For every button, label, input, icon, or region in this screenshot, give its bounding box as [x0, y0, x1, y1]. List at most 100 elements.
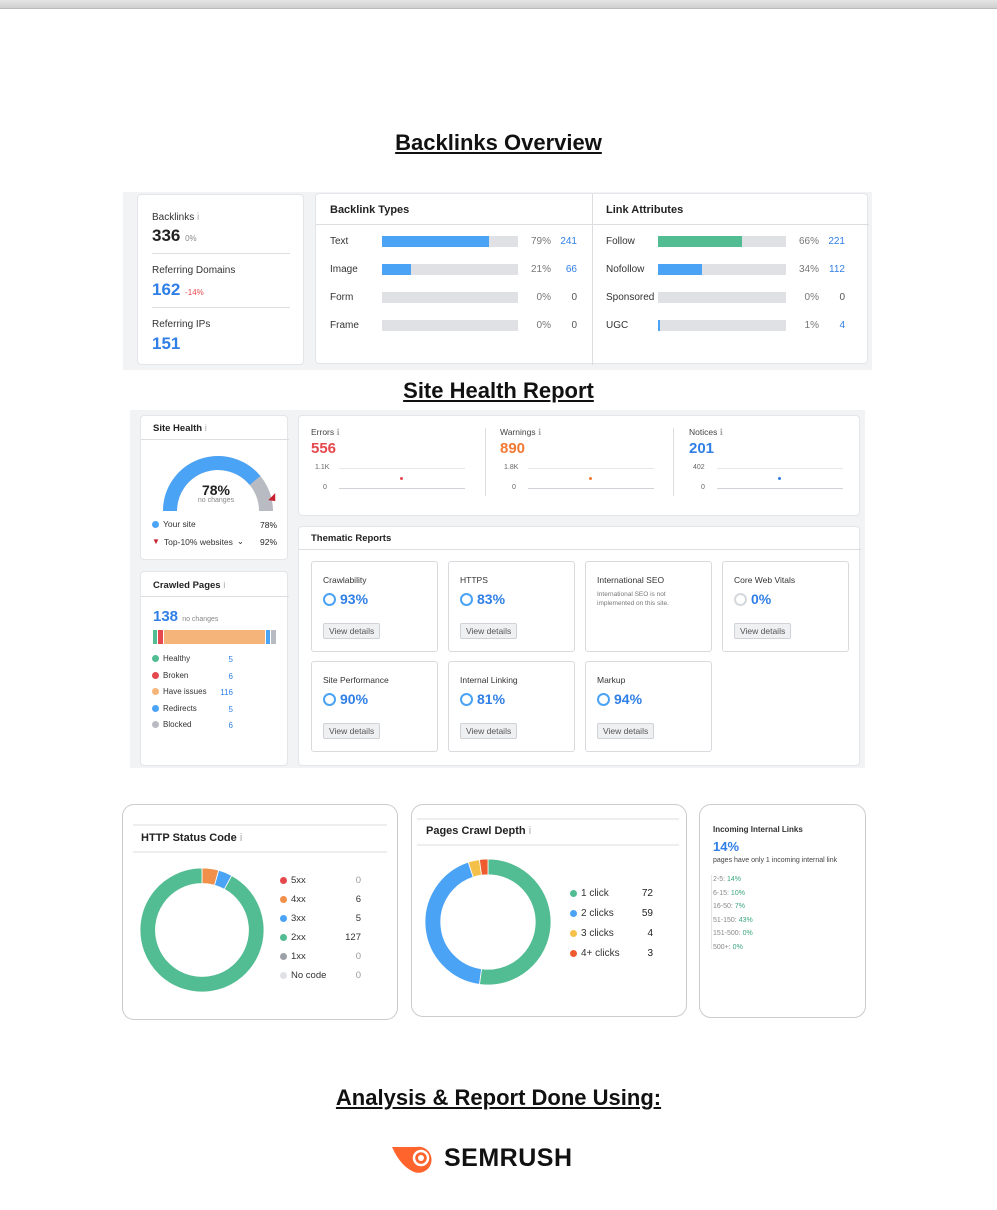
- progress-ring-icon: [460, 592, 473, 606]
- progress-ring-icon: [323, 592, 336, 606]
- tile-title: Site Performance: [323, 675, 389, 685]
- tile-title: Crawlability: [323, 575, 367, 585]
- backlinks-label: Backlinks i: [152, 212, 200, 223]
- tile-note: International SEO is not implemented on …: [597, 591, 669, 608]
- issue-axis-max: 1.1K: [315, 464, 330, 471]
- types-count[interactable]: 0: [571, 292, 577, 303]
- types-count[interactable]: 66: [565, 264, 577, 275]
- tile-value: 90%: [323, 691, 368, 707]
- view-details-button[interactable]: View details: [460, 623, 518, 639]
- view-details-button[interactable]: View details: [734, 623, 792, 639]
- crawled-segment-have-issues: [164, 630, 265, 644]
- crawled-legend-value[interactable]: 6: [228, 721, 233, 730]
- crawled-legend-value[interactable]: 116: [220, 688, 233, 697]
- crawled-legend-value[interactable]: 5: [228, 704, 233, 714]
- info-icon: i: [223, 580, 226, 591]
- thematic-tile: Site Performance 90% View details: [311, 661, 438, 752]
- depth-legend-item[interactable]: 3 clicks: [570, 928, 614, 939]
- view-details-button[interactable]: View details: [460, 723, 518, 739]
- info-icon: ℹ: [537, 427, 542, 437]
- crawled-legend-item[interactable]: Redirects: [152, 704, 197, 713]
- attributes-bar: [658, 292, 786, 303]
- donut-slice-1-click[interactable]: [478, 859, 551, 985]
- types-count[interactable]: 241: [560, 236, 577, 247]
- issue-label: Notices ℹ: [689, 427, 723, 437]
- crawled-legend-item[interactable]: Blocked: [152, 720, 191, 729]
- view-details-button[interactable]: View details: [323, 623, 381, 639]
- semrush-flame-icon: [392, 1146, 432, 1173]
- issue-value[interactable]: 890: [500, 440, 526, 457]
- types-row-label: Image: [330, 264, 358, 275]
- http-legend-item[interactable]: 1xx: [280, 951, 306, 962]
- http-legend-value: 0: [355, 875, 361, 886]
- types-percent: 79%: [530, 236, 551, 247]
- types-count[interactable]: 0: [571, 320, 577, 331]
- backlinks-summary-card: Backlinks i 336 0% Referring Domains 162…: [137, 194, 304, 365]
- thematic-tile: Internal Linking 81% View details: [448, 661, 575, 752]
- crawled-segment-healthy: [153, 630, 158, 644]
- view-details-button[interactable]: View details: [597, 723, 655, 739]
- info-icon: i: [197, 212, 200, 223]
- issue-value[interactable]: 201: [689, 440, 715, 457]
- thematic-tile: Crawlability 93% View details: [311, 561, 438, 652]
- tile-value: 93%: [323, 591, 368, 607]
- tile-value: 94%: [597, 691, 642, 707]
- incoming-row: 2-5: 14%: [713, 876, 742, 883]
- crawl-depth-donut: [425, 859, 551, 985]
- tile-title: International SEO: [597, 575, 665, 585]
- types-bar: [382, 292, 518, 303]
- crawled-legend-value[interactable]: 5: [228, 655, 233, 664]
- progress-ring-icon: [460, 692, 473, 706]
- types-percent: 21%: [530, 264, 551, 275]
- http-legend-item[interactable]: No code: [280, 970, 326, 981]
- http-legend-item[interactable]: 4xx: [280, 894, 306, 905]
- site-health-card: Site Health i 78% no changes Your site 7…: [140, 415, 289, 560]
- incoming-links-title: Incoming Internal Links: [713, 825, 803, 834]
- issue-trend-point: [589, 477, 592, 480]
- attributes-count[interactable]: 112: [829, 264, 845, 275]
- http-legend-value: 5: [355, 913, 361, 924]
- view-details-button[interactable]: View details: [323, 723, 381, 739]
- site-health-card-title: Site Health i: [153, 423, 207, 434]
- types-bar: [382, 264, 518, 275]
- referring-domains-label: Referring Domains: [152, 265, 236, 276]
- attributes-count[interactable]: 221: [828, 236, 845, 247]
- referring-domains-value: 162 -14%: [152, 280, 204, 299]
- attributes-count[interactable]: 4: [839, 320, 845, 331]
- donut-slice-4-clicks[interactable]: [478, 859, 489, 876]
- donut-slice-2-clicks[interactable]: [425, 861, 483, 985]
- issue-value[interactable]: 556: [311, 440, 337, 457]
- incoming-links-sub: pages have only 1 incoming internal link: [713, 857, 838, 864]
- incoming-links-value: 14%: [713, 839, 740, 854]
- attributes-percent: 66%: [798, 236, 819, 247]
- depth-legend-value: 3: [647, 948, 653, 959]
- issue-trend-point: [400, 477, 403, 480]
- attributes-bar: [658, 320, 786, 331]
- referring-ips-label: Referring IPs: [152, 319, 211, 330]
- top10-value: 92%: [259, 537, 277, 547]
- backlink-types-card: Backlink Types Link Attributes Text 79% 24…: [315, 193, 869, 365]
- http-legend-value: 0: [355, 970, 361, 981]
- crawled-legend-value[interactable]: 6: [228, 671, 233, 681]
- crawled-legend-item[interactable]: Have issues: [152, 687, 207, 696]
- crawled-pages-card: Crawled Pages i 138 no changes Healthy 5 B…: [140, 571, 289, 766]
- crawl-depth-card: Pages Crawl Depth i 1 click 72 2 clicks 59 3…: [411, 804, 687, 1017]
- crawl-depth-title: Pages Crawl Depth i: [426, 825, 532, 837]
- http-legend-item[interactable]: 5xx: [280, 875, 306, 886]
- depth-legend-item[interactable]: 2 clicks: [570, 908, 614, 919]
- http-legend-item[interactable]: 3xx: [280, 913, 306, 924]
- thematic-tile: Core Web Vitals 0% View details: [722, 561, 849, 652]
- legend-top10-dropdown[interactable]: ▼ Top-10% websites ⌄: [152, 536, 245, 547]
- crawled-legend-item[interactable]: Broken: [152, 671, 188, 680]
- donut-slice-2xx[interactable]: [140, 868, 264, 992]
- depth-legend-item[interactable]: 1 click: [570, 888, 609, 899]
- thematic-tile: HTTPS 83% View details: [448, 561, 575, 652]
- backlinks-panel: Backlinks i 336 0% Referring Domains 162…: [123, 192, 872, 370]
- tile-title: HTTPS: [460, 575, 488, 585]
- depth-legend-item[interactable]: 4+ clicks: [570, 948, 620, 959]
- attributes-count[interactable]: 0: [839, 292, 845, 303]
- crawled-legend-item[interactable]: Healthy: [152, 654, 190, 663]
- attributes-percent: 0%: [804, 292, 819, 303]
- info-icon: ℹ: [336, 427, 340, 437]
- http-legend-item[interactable]: 2xx: [280, 932, 306, 943]
